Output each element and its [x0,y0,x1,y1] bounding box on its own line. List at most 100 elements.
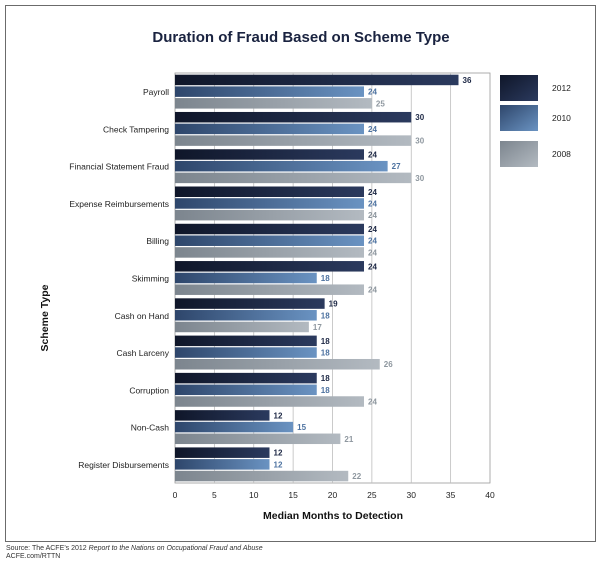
x-tick-label: 25 [367,490,377,500]
x-tick-label: 35 [446,490,456,500]
value-label-2012: 24 [368,150,377,159]
bar-2010 [175,347,317,358]
value-label-2010: 18 [321,386,330,395]
bar-2008 [175,284,364,295]
bar-2008 [175,98,372,109]
x-tick-label: 40 [485,490,495,500]
value-label-2012: 36 [463,76,472,85]
bar-2010 [175,86,364,97]
value-label-2010: 24 [368,88,377,97]
value-label-2012: 12 [274,411,283,420]
x-tick-label: 15 [288,490,298,500]
bar-2008 [175,396,364,407]
category-label: Payroll [143,87,169,97]
bar-2008 [175,135,412,146]
x-tick-label: 5 [212,490,217,500]
bar-2008 [175,209,364,221]
legend-swatch-2010 [500,105,538,131]
value-label-2010: 15 [297,423,306,432]
x-axis-label: Median Months to Detection [263,510,403,522]
value-label-2008: 24 [368,286,377,295]
legend-label: 2012 [552,83,571,93]
value-label-2012: 30 [415,113,424,122]
bar-2012 [175,335,317,347]
value-label-2008: 30 [415,174,424,183]
category-label: Register Disbursements [78,460,169,470]
value-label-2010: 24 [368,125,377,134]
value-label-2012: 19 [329,300,338,309]
category-label: Expense Reimbursements [69,199,169,209]
bar-2012 [175,372,317,384]
value-label-2010: 12 [274,460,283,469]
bar-2010 [175,123,364,135]
category-labels: Payroll Check Tampering Financial Statemen… [69,87,169,470]
value-label-2012: 12 [274,449,283,458]
legend-label: 2008 [552,149,571,159]
source-note: Source: The ACFE’s 2012 Report to the Na… [6,545,263,561]
value-label-2010: 24 [368,237,377,246]
bar-2012 [175,223,364,235]
bar-2008 [175,247,364,258]
category-label: Skimming [132,274,170,284]
bar-2010 [175,235,364,246]
bar-2012 [175,298,325,309]
bar-2010 [175,459,270,470]
value-label-2008: 21 [344,435,353,444]
bar-2012 [175,186,364,198]
source-report-title: Report to the Nations on Occupational Fr… [88,545,263,552]
value-labels: 36 24 25 30 24 30 24 27 30 24 24 24 24 24 24 24 18 24 19 18… [274,76,472,481]
value-label-2010: 18 [321,274,330,283]
bar-2012 [175,447,270,458]
value-label-2008: 25 [376,99,385,108]
bar-2012 [175,111,412,123]
category-label: Billing [146,236,169,246]
x-tick-label: 20 [328,490,338,500]
bar-2012 [175,74,459,86]
value-label-2008: 30 [415,137,424,146]
legend-swatch-2008 [500,141,538,167]
source-prefix: Source: The ACFE’s 2012 [6,545,89,552]
bar-chart: 36 24 25 30 24 30 24 27 30 24 24 24 24 24 24 24 18 24 19 18… [39,72,571,522]
bar-2008 [175,433,341,445]
value-label-2012: 18 [321,374,330,383]
x-tick-label: 10 [249,490,259,500]
bar-2010 [175,198,364,209]
category-label: Cash Larceny [117,348,170,358]
bar-2008 [175,358,380,370]
value-label-2008: 24 [368,248,377,257]
bar-2008 [175,172,412,184]
value-label-2010: 27 [392,162,401,171]
source-url: ACFE.com/RTTN [6,553,61,560]
bar-2010 [175,272,317,284]
y-axis-label: Scheme Type [39,284,51,351]
value-label-2010: 24 [368,199,377,208]
value-label-2012: 24 [368,188,377,197]
legend-swatch-2012 [500,75,538,101]
value-label-2010: 18 [321,311,330,320]
chart-title: Duration of Fraud Based on Scheme Type [152,29,450,46]
category-label: Check Tampering [103,124,169,134]
category-label: Corruption [129,385,169,395]
legend-label: 2010 [552,113,571,123]
bar-2010 [175,310,317,321]
bar-2012 [175,410,270,421]
value-label-2008: 24 [368,398,377,407]
value-label-2012: 24 [368,262,377,271]
bars [175,74,459,482]
bar-2012 [175,261,364,272]
bar-2012 [175,149,364,160]
value-label-2008: 17 [313,323,322,332]
x-tick-labels: 0 5 10 15 20 25 30 35 40 [173,490,495,500]
legend: 2012 2010 2008 [500,75,571,167]
value-label-2012: 18 [321,337,330,346]
category-label: Non-Cash [131,423,170,433]
value-label-2008: 24 [368,211,377,220]
x-tick-label: 30 [407,490,417,500]
x-tick-label: 0 [173,490,178,500]
bar-2008 [175,321,309,333]
category-label: Financial Statement Fraud [69,162,169,172]
value-label-2008: 26 [384,360,393,369]
bar-2010 [175,384,317,396]
bar-2008 [175,470,349,482]
value-label-2008: 22 [352,472,361,481]
